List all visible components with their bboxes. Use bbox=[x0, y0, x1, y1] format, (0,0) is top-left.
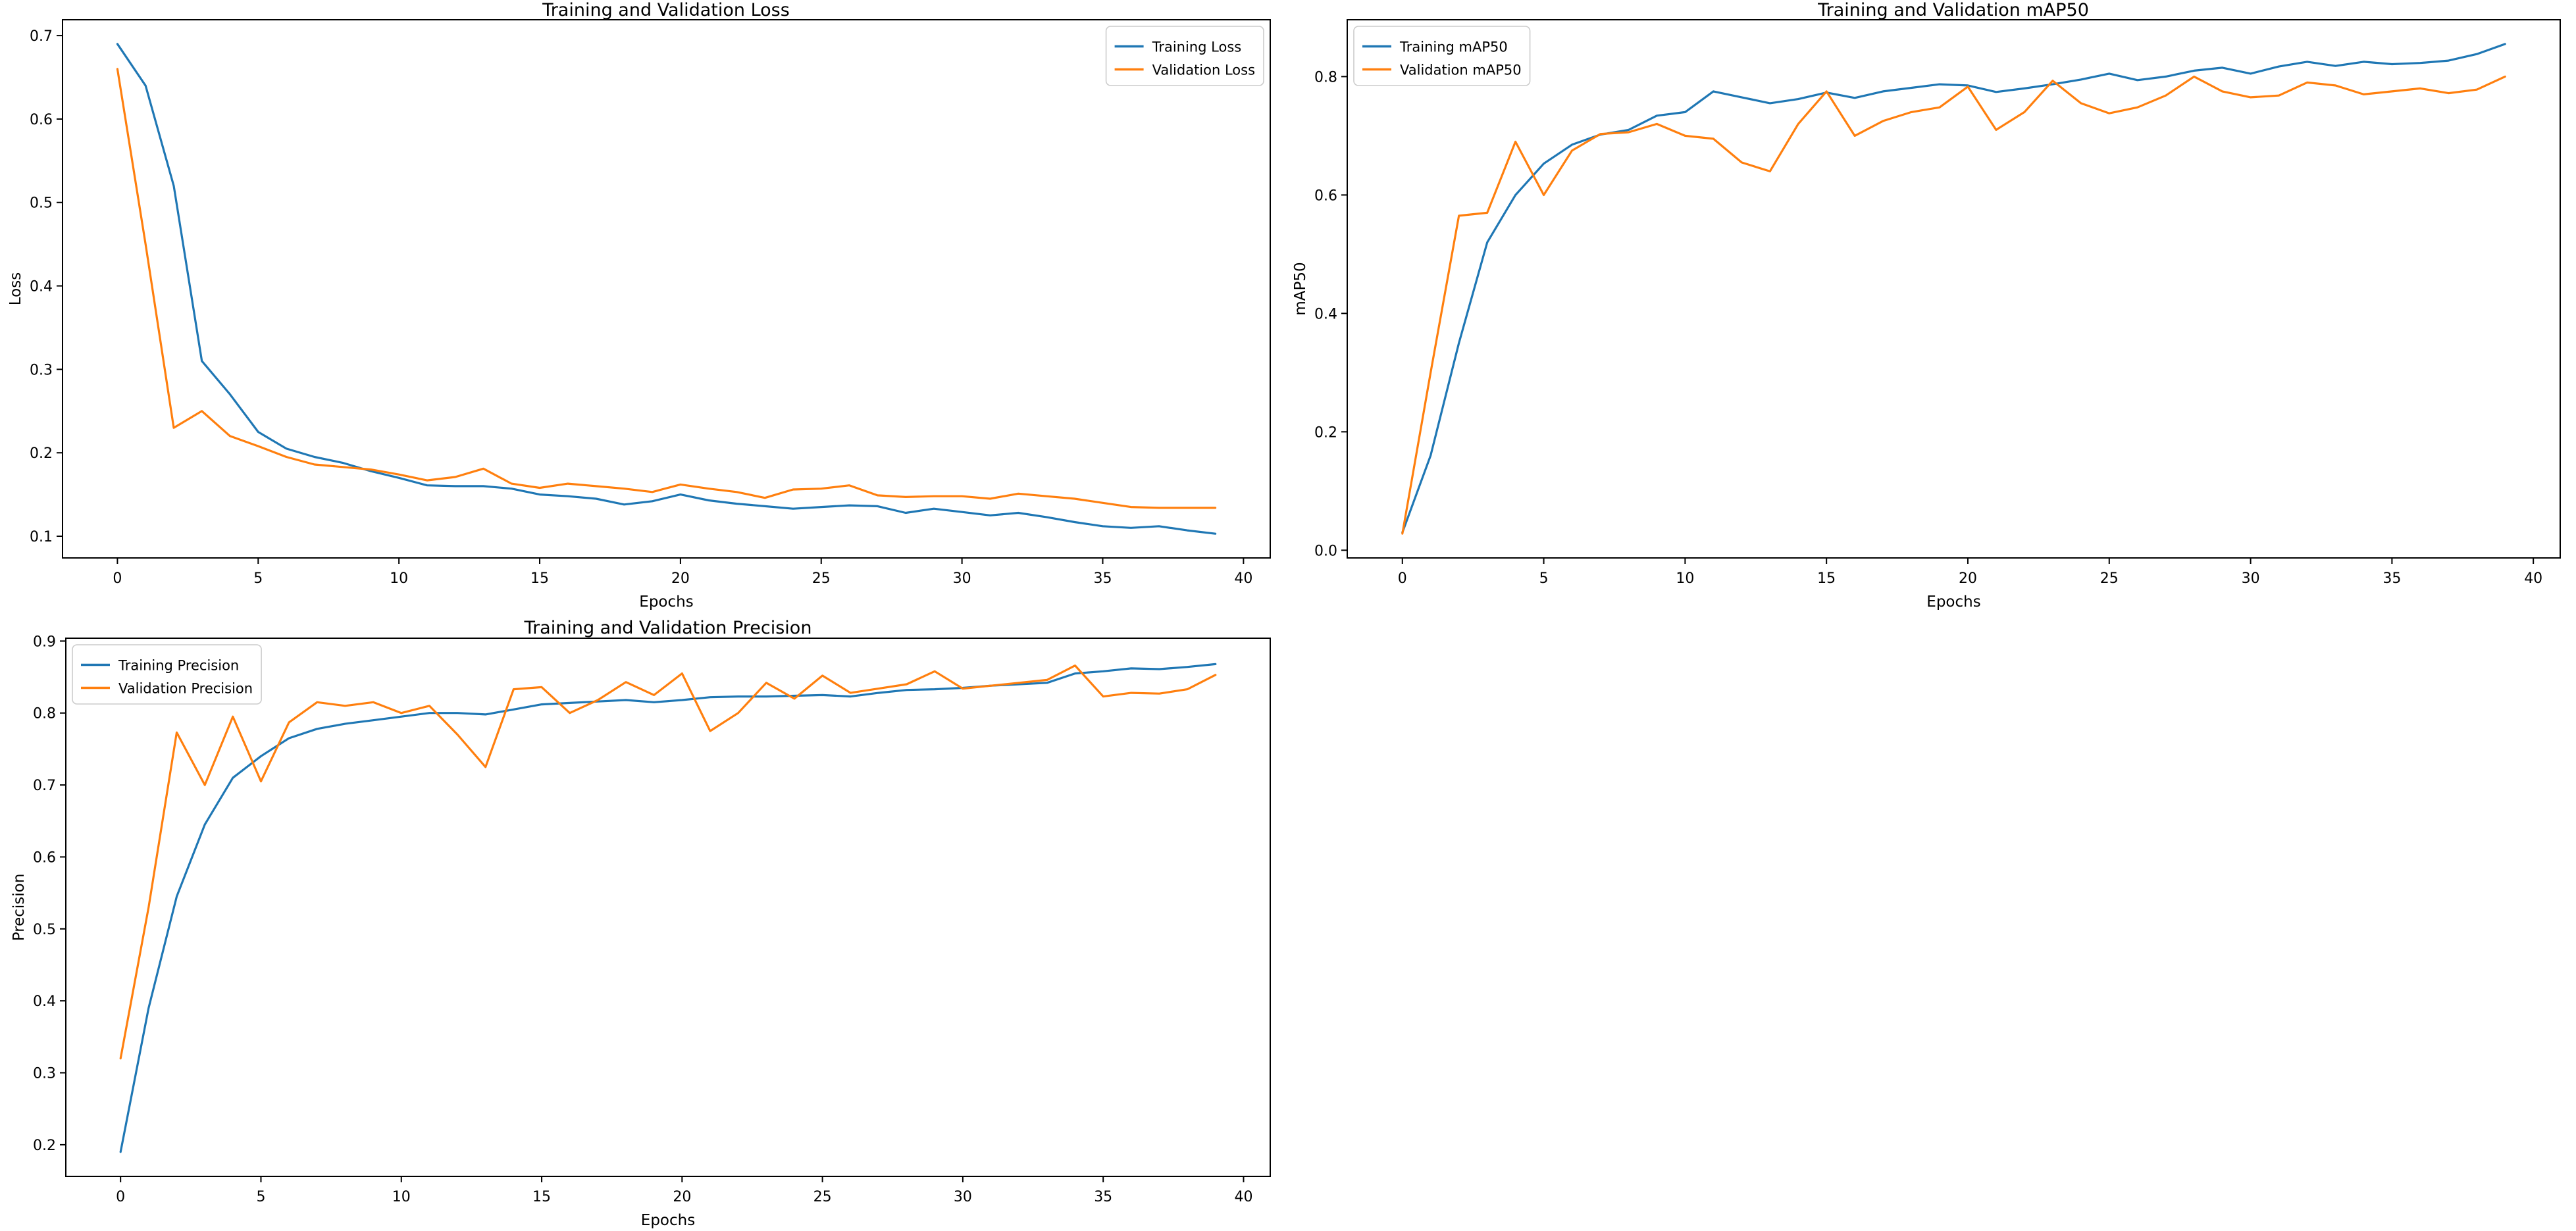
precision-legend: Training Precision Validation Precision bbox=[72, 644, 262, 705]
map50-x-tick-label: 40 bbox=[2524, 570, 2542, 587]
loss-x-tick-label: 15 bbox=[530, 570, 549, 587]
loss-y-tick-label: 0.7 bbox=[30, 28, 53, 45]
loss-x-tick-label: 0 bbox=[113, 570, 122, 587]
precision-legend-label: Training Precision bbox=[118, 658, 239, 674]
precision-series-line-training-precision bbox=[119, 663, 1217, 1153]
map50-y-tick-label: 0.2 bbox=[1314, 424, 1337, 441]
loss-y-tick-label: 0.2 bbox=[30, 445, 53, 462]
map50-x-tick-label: 25 bbox=[2100, 570, 2119, 587]
precision-x-tick-label: 0 bbox=[116, 1189, 125, 1205]
loss-chart-svg: 0 5 10 15 20 25 30 35 40 Epochs 0.1 0.2 0.3 0.4 0.5 0.6… bbox=[7, 19, 1271, 611]
map50-x-tick-label: 35 bbox=[2383, 570, 2401, 587]
precision-x-tick-label: 5 bbox=[256, 1189, 265, 1205]
map50-y-tick-label: 0.4 bbox=[1314, 306, 1337, 322]
precision-x-tick-label: 20 bbox=[673, 1189, 691, 1205]
loss-y-tick-label: 0.3 bbox=[30, 362, 53, 378]
map50-legend: Training mAP50 Validation mAP50 bbox=[1353, 26, 1531, 86]
loss-plot-frame bbox=[62, 19, 1271, 559]
precision-y-axis-label: Precision bbox=[11, 874, 28, 942]
map50-legend-label: Validation mAP50 bbox=[1400, 63, 1522, 78]
map50-chart-title: Training and Validation mAP50 bbox=[1818, 0, 2089, 20]
precision-y-tick-label: 0.5 bbox=[33, 922, 56, 938]
loss-y-axis-label: Loss bbox=[7, 272, 24, 305]
map50-y-axis: 0.0 0.2 0.4 0.6 0.8 mAP50 bbox=[1292, 69, 1347, 559]
precision-chart-svg: 0 5 10 15 20 25 30 35 40 Epochs 0.2 0.3 0.4 0.5 0.6 0.7… bbox=[11, 634, 1271, 1229]
precision-x-axis: 0 5 10 15 20 25 30 35 40 Epochs bbox=[116, 1176, 1252, 1229]
precision-y-tick-label: 0.7 bbox=[33, 778, 56, 794]
map50-chart-svg: 0 5 10 15 20 25 30 35 40 Epochs 0.0 0.2 0.4 0.6 0.8 mAP… bbox=[1292, 19, 2561, 611]
map50-x-tick-label: 10 bbox=[1676, 570, 1694, 587]
precision-y-tick-label: 0.3 bbox=[33, 1066, 56, 1082]
precision-y-tick-label: 0.6 bbox=[33, 849, 56, 866]
precision-x-tick-label: 35 bbox=[1094, 1189, 1112, 1205]
map50-x-tick-label: 30 bbox=[2242, 570, 2260, 587]
map50-legend-label: Training mAP50 bbox=[1399, 39, 1508, 55]
precision-y-tick-label: 0.8 bbox=[33, 706, 56, 722]
loss-x-tick-label: 35 bbox=[1093, 570, 1112, 587]
loss-y-tick-label: 0.6 bbox=[30, 112, 53, 128]
precision-chart-panel: Training and Validation Precision 0 5 10 15… bbox=[0, 615, 1290, 1231]
map50-y-tick-label: 0.0 bbox=[1314, 543, 1337, 559]
loss-x-tick-label: 30 bbox=[953, 570, 971, 587]
loss-y-tick-label: 0.1 bbox=[30, 529, 53, 545]
loss-x-tick-label: 10 bbox=[390, 570, 408, 587]
map50-legend-box bbox=[1353, 26, 1531, 86]
loss-x-tick-label: 5 bbox=[253, 570, 263, 587]
precision-y-tick-label: 0.9 bbox=[33, 634, 56, 650]
precision-x-tick-label: 25 bbox=[813, 1189, 832, 1205]
map50-series-line-validation-map50 bbox=[1401, 75, 2506, 535]
loss-y-tick-label: 0.4 bbox=[30, 279, 53, 295]
loss-series-line-training-loss bbox=[116, 43, 1217, 535]
precision-y-tick-label: 0.2 bbox=[33, 1138, 56, 1154]
loss-legend: Training Loss Validation Loss bbox=[1105, 26, 1264, 86]
loss-y-axis: 0.1 0.2 0.3 0.4 0.5 0.6 0.7 Loss bbox=[7, 28, 63, 545]
loss-y-tick-label: 0.5 bbox=[30, 195, 53, 212]
map50-x-axis-label: Epochs bbox=[1926, 593, 1980, 611]
precision-legend-box bbox=[72, 644, 262, 705]
precision-chart-title: Training and Validation Precision bbox=[524, 618, 812, 638]
loss-x-axis-label: Epochs bbox=[639, 593, 693, 611]
precision-plot-frame bbox=[65, 638, 1271, 1177]
precision-x-tick-label: 15 bbox=[532, 1189, 551, 1205]
map50-y-axis-label: mAP50 bbox=[1292, 262, 1309, 315]
precision-x-axis-label: Epochs bbox=[641, 1212, 695, 1229]
map50-plot-frame bbox=[1347, 19, 2561, 559]
map50-x-tick-label: 0 bbox=[1398, 570, 1407, 587]
loss-chart-panel: Training and Validation Loss 0 5 10 15 20 25 3… bbox=[0, 0, 1290, 615]
map50-y-tick-label: 0.6 bbox=[1314, 188, 1337, 204]
map50-chart-panel: Training and Validation mAP50 0 5 10 15 20 25… bbox=[1286, 0, 2576, 615]
precision-x-tick-label: 30 bbox=[954, 1189, 972, 1205]
map50-y-tick-label: 0.8 bbox=[1314, 69, 1337, 86]
loss-x-axis: 0 5 10 15 20 25 30 35 40 Epochs bbox=[113, 558, 1252, 611]
map50-x-axis: 0 5 10 15 20 25 30 35 40 Epochs bbox=[1398, 558, 2542, 611]
loss-x-tick-label: 20 bbox=[671, 570, 690, 587]
loss-legend-box bbox=[1105, 26, 1264, 86]
precision-legend-label: Validation Precision bbox=[118, 681, 253, 697]
loss-legend-label: Training Loss bbox=[1152, 39, 1242, 55]
map50-x-tick-label: 5 bbox=[1539, 570, 1549, 587]
precision-y-axis: 0.2 0.3 0.4 0.5 0.6 0.7 0.8 0.9 Precision bbox=[11, 634, 66, 1154]
precision-series-line-validation-precision bbox=[119, 664, 1217, 1060]
loss-x-tick-label: 40 bbox=[1234, 570, 1252, 587]
precision-x-tick-label: 40 bbox=[1234, 1189, 1252, 1205]
map50-series-line-training-map50 bbox=[1401, 43, 2506, 534]
loss-x-tick-label: 25 bbox=[812, 570, 831, 587]
loss-series-line-validation-loss bbox=[116, 68, 1217, 509]
loss-chart-title: Training and Validation Loss bbox=[542, 0, 790, 20]
map50-x-tick-label: 15 bbox=[1817, 570, 1836, 587]
precision-y-tick-label: 0.4 bbox=[33, 993, 56, 1010]
loss-legend-label: Validation Loss bbox=[1152, 63, 1255, 78]
precision-x-tick-label: 10 bbox=[392, 1189, 411, 1205]
map50-x-tick-label: 20 bbox=[1959, 570, 1977, 587]
